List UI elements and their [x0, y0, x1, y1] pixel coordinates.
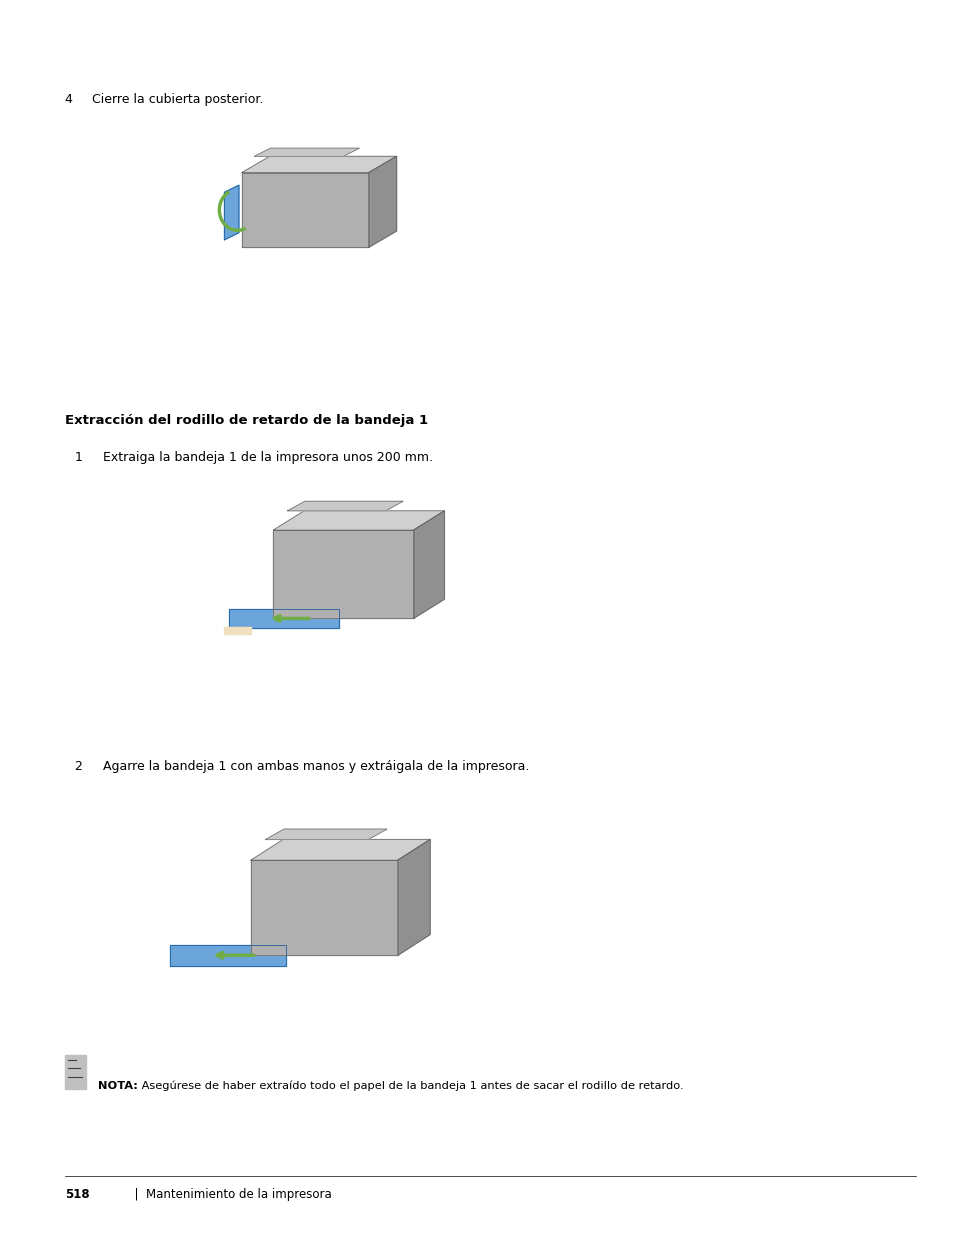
Polygon shape: [265, 829, 387, 840]
Text: NOTA:: NOTA:: [98, 1081, 138, 1091]
Polygon shape: [224, 185, 238, 240]
Text: 1: 1: [74, 451, 82, 464]
Polygon shape: [224, 627, 251, 634]
Polygon shape: [254, 148, 359, 157]
Text: |  Mantenimiento de la impresora: | Mantenimiento de la impresora: [127, 1188, 332, 1202]
Polygon shape: [414, 511, 444, 619]
Polygon shape: [273, 511, 444, 530]
Text: Extraiga la bandeja 1 de la impresora unos 200 mm.: Extraiga la bandeja 1 de la impresora un…: [103, 451, 433, 464]
Bar: [65, 1055, 86, 1089]
Text: 518: 518: [65, 1188, 90, 1202]
Text: 4: 4: [65, 93, 72, 106]
Text: 2: 2: [74, 760, 82, 773]
Polygon shape: [242, 173, 368, 247]
Polygon shape: [251, 860, 397, 956]
Polygon shape: [397, 840, 430, 956]
Polygon shape: [287, 501, 403, 511]
Polygon shape: [251, 840, 430, 860]
Text: Agarre la bandeja 1 con ambas manos y extráigala de la impresora.: Agarre la bandeja 1 con ambas manos y ex…: [103, 760, 529, 773]
Text: Extracción del rodillo de retardo de la bandeja 1: Extracción del rodillo de retardo de la …: [65, 414, 428, 427]
Text: Cierre la cubierta posterior.: Cierre la cubierta posterior.: [91, 93, 263, 106]
Polygon shape: [273, 530, 414, 619]
Polygon shape: [170, 945, 285, 966]
Text: Asegúrese de haber extraído todo el papel de la bandeja 1 antes de sacar el rodi: Asegúrese de haber extraído todo el pape…: [138, 1081, 683, 1092]
Polygon shape: [242, 157, 396, 173]
Polygon shape: [368, 157, 396, 247]
Polygon shape: [229, 609, 339, 629]
